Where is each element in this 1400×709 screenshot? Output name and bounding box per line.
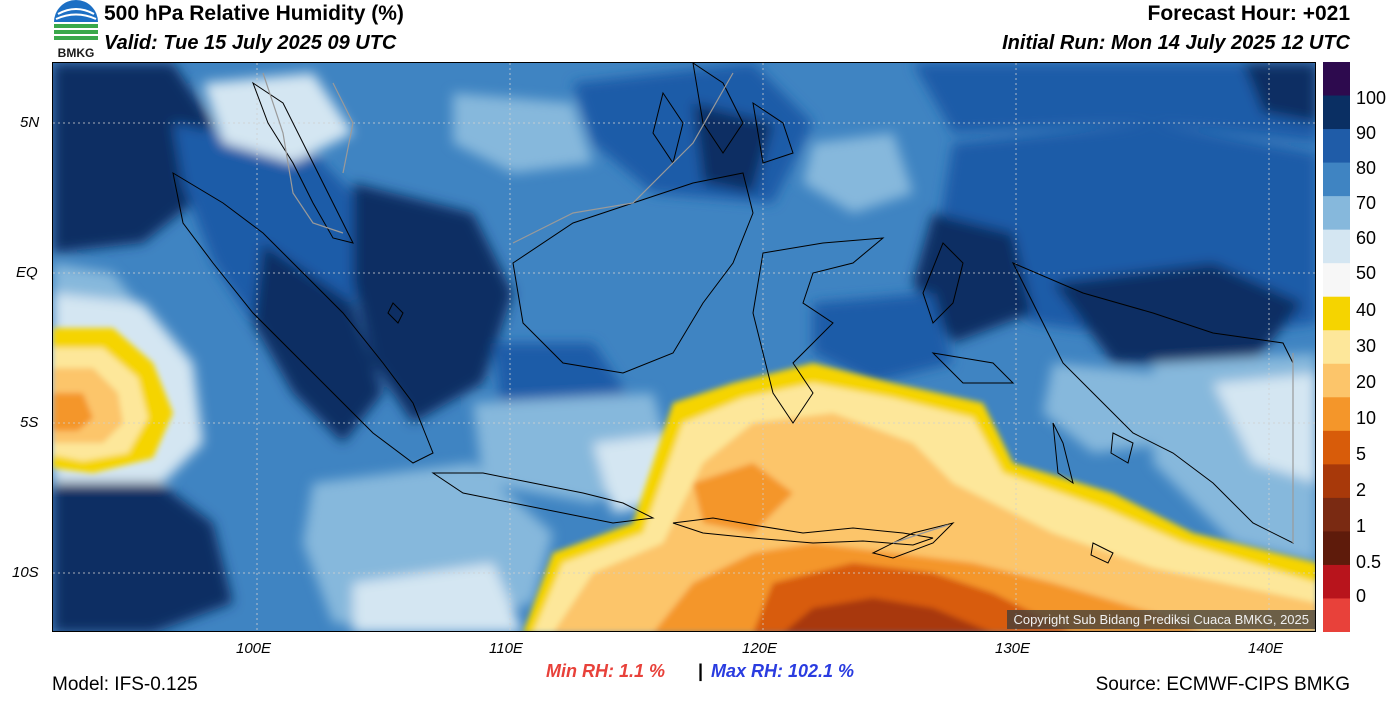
colorbar-label-70: 70	[1356, 193, 1377, 213]
humidity-map	[52, 62, 1316, 632]
colorbar-label-1: 1	[1356, 516, 1367, 536]
forecast-hour: Forecast Hour: +021	[1147, 2, 1351, 25]
colorbar-swatch	[1323, 531, 1350, 566]
source-label: Source: ECMWF-CIPS BMKG	[1095, 674, 1350, 695]
model-label: Model: IFS-0.125	[52, 674, 198, 695]
colorbar-swatch	[1323, 397, 1350, 432]
valid-time: Valid: Tue 15 July 2025 09 UTC	[104, 32, 397, 54]
stats-separator: |	[698, 661, 704, 681]
bmkg-logo: BMKG	[52, 0, 100, 60]
colorbar-label-20: 20	[1356, 372, 1377, 392]
colorbar-swatch	[1323, 464, 1350, 499]
colorbar-label-0: 0	[1356, 586, 1367, 606]
colorbar-label-10: 10	[1356, 408, 1377, 428]
colorbar-swatch	[1323, 95, 1350, 130]
lat-label-10s: 10S	[12, 564, 39, 581]
colorbar-swatch	[1323, 363, 1350, 398]
colorbar-swatch	[1323, 564, 1350, 599]
colorbar-swatch	[1323, 296, 1350, 331]
colorbar-label-0-5: 0.5	[1356, 552, 1382, 572]
colorbar-label-30: 30	[1356, 336, 1377, 356]
colorbar-swatch	[1323, 162, 1350, 197]
colorbar-swatch	[1323, 263, 1350, 298]
colorbar-label-60: 60	[1356, 228, 1377, 248]
colorbar-label-40: 40	[1356, 300, 1377, 320]
colorbar-swatch	[1323, 497, 1350, 532]
logo-text: BMKG	[58, 46, 95, 60]
colorbar-label-100: 100	[1356, 88, 1387, 108]
colorbar	[1323, 62, 1350, 633]
colorbar-label-2: 2	[1356, 480, 1367, 500]
lon-label-100e: 100E	[236, 640, 272, 657]
copyright-notice: Copyright Sub Bidang Prediksi Cuaca BMKG…	[1007, 610, 1315, 629]
colorbar-label-5: 5	[1356, 444, 1367, 464]
colorbar-swatch	[1323, 229, 1350, 264]
colorbar-swatch	[1323, 129, 1350, 164]
colorbar-swatch	[1323, 62, 1350, 97]
lon-label-130e: 130E	[995, 640, 1031, 657]
map-title: 500 hPa Relative Humidity (%)	[104, 2, 404, 25]
initial-run: Initial Run: Mon 14 July 2025 12 UTC	[1002, 32, 1350, 54]
lon-label-110e: 110E	[489, 640, 523, 657]
colorbar-label-50: 50	[1356, 263, 1377, 283]
lon-label-140e: 140E	[1248, 640, 1284, 657]
colorbar-swatch	[1323, 330, 1350, 365]
min-rh: Min RH: 1.1 %	[546, 661, 666, 681]
max-rh: Max RH: 102.1 %	[711, 661, 855, 681]
colorbar-swatch	[1323, 430, 1350, 465]
lat-label-5n: 5N	[20, 114, 40, 131]
colorbar-swatch	[1323, 196, 1350, 231]
lon-label-120e: 120E	[742, 640, 778, 657]
lat-label-eq: EQ	[16, 264, 38, 281]
colorbar-swatch	[1323, 598, 1350, 633]
colorbar-label-80: 80	[1356, 158, 1377, 178]
colorbar-label-90: 90	[1356, 123, 1377, 143]
lat-label-5s: 5S	[20, 414, 39, 431]
